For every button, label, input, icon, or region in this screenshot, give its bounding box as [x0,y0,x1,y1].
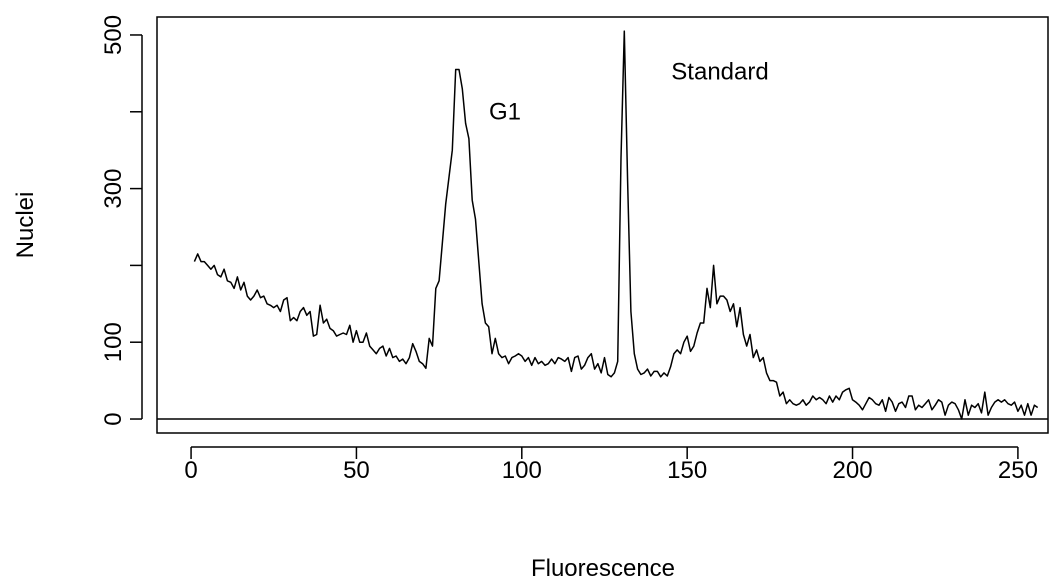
x-tick-label: 0 [184,457,197,484]
y-tick-label: 500 [100,15,127,55]
x-tick-label: 250 [998,457,1038,484]
y-tick-label: 300 [100,169,127,209]
x-axis-title: Fluorescence [531,555,675,582]
x-tick-label: 50 [343,457,370,484]
y-tick-label: 100 [100,322,127,362]
x-tick-label: 150 [667,457,707,484]
data-line [193,30,1039,420]
annotation: G1 [489,98,521,125]
plot-box [156,16,1049,434]
x-tick-label: 100 [502,457,542,484]
annotation: Standard [671,58,768,85]
y-tick-label: 0 [100,412,127,425]
y-axis-title: Nuclei [12,192,39,259]
x-tick-label: 200 [833,457,873,484]
